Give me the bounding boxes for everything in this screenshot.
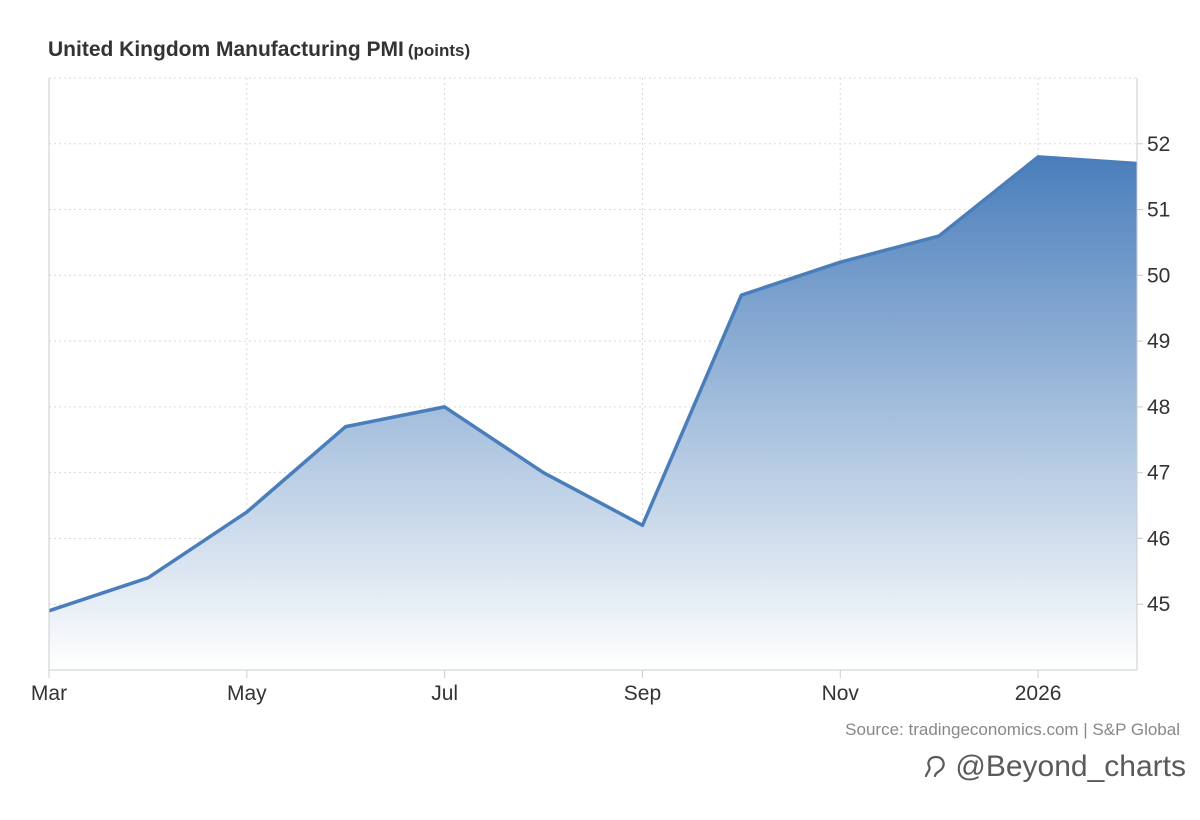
x-tick-label: Mar <box>31 682 67 705</box>
area-layer <box>48 155 1138 670</box>
series-area <box>49 156 1137 670</box>
axes <box>48 78 1143 678</box>
watermark-text: @Beyond_charts <box>955 750 1186 783</box>
series-line <box>48 155 1138 613</box>
x-tick-label: May <box>227 682 267 705</box>
chart-title-unit: (points) <box>407 41 471 60</box>
x-tick-label: 2026 <box>1015 682 1062 705</box>
y-tick-label: 46 <box>1147 527 1170 550</box>
source-note: Source: tradingeconomics.com | S&P Globa… <box>845 720 1180 739</box>
watermark: @Beyond_charts <box>923 750 1186 784</box>
x-tick-label: Nov <box>822 682 860 705</box>
x-tick-label: Jul <box>431 682 458 705</box>
y-tick-label: 49 <box>1147 330 1170 353</box>
watermark-logo-icon <box>923 754 949 780</box>
tick-labels: Mar May Jul Sep Nov 2026 45 46 47 48 49 50 51 52 <box>31 133 1170 705</box>
x-tick-label: Sep <box>624 682 661 705</box>
chart-title: United Kingdom Manufacturing PMI (points) <box>48 38 470 62</box>
chart-title-main: United Kingdom Manufacturing PMI <box>48 38 404 61</box>
y-tick-label: 51 <box>1147 199 1170 222</box>
y-tick-label: 52 <box>1147 133 1170 156</box>
y-tick-label: 48 <box>1147 396 1170 419</box>
y-tick-label: 45 <box>1147 593 1170 616</box>
y-tick-label: 47 <box>1147 462 1170 485</box>
y-tick-label: 50 <box>1147 264 1170 287</box>
